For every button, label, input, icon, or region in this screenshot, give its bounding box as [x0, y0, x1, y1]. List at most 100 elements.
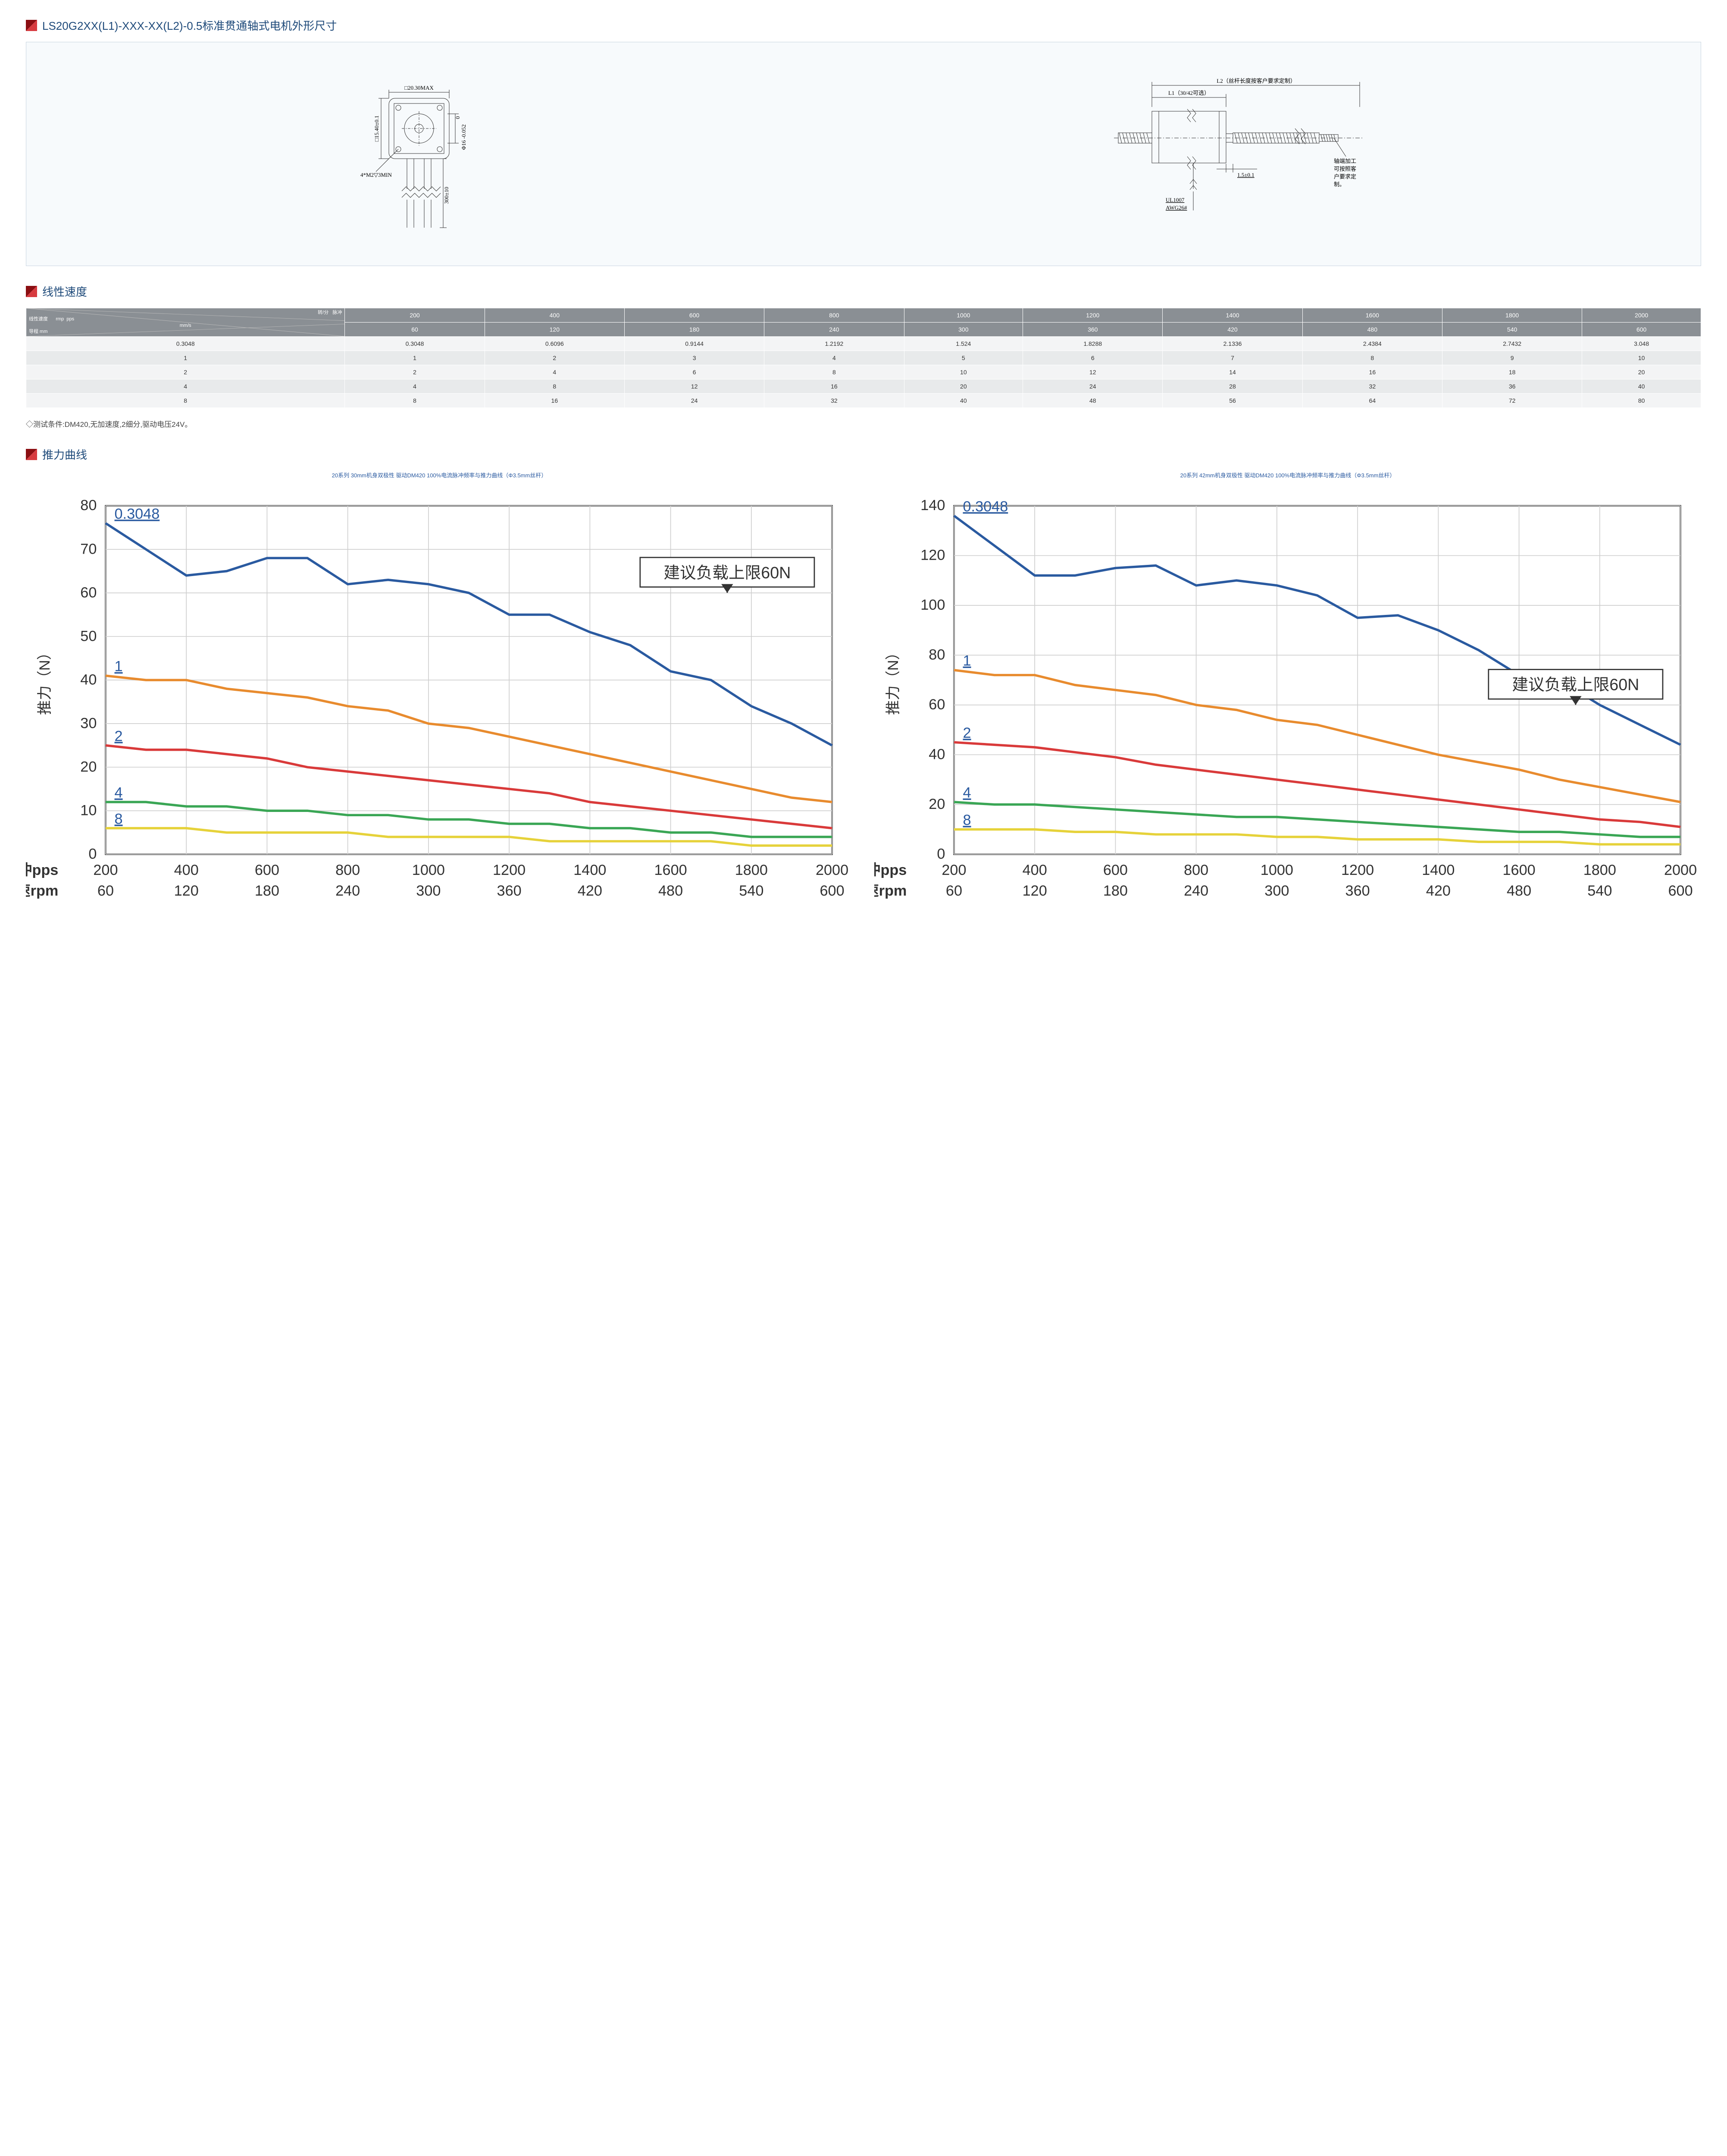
- value-cell: 0.3048: [345, 337, 485, 351]
- value-cell: 10: [904, 365, 1023, 379]
- svg-text:420: 420: [1426, 883, 1451, 899]
- svg-text:2000: 2000: [1664, 862, 1697, 878]
- svg-text:1: 1: [115, 658, 123, 675]
- value-cell: 20: [1582, 365, 1701, 379]
- value-cell: 4: [345, 379, 485, 394]
- dim-gap: 1.5±0.1: [1237, 172, 1255, 178]
- value-cell: 6: [624, 365, 764, 379]
- svg-text:4: 4: [963, 785, 971, 801]
- svg-text:300: 300: [416, 883, 441, 899]
- value-cell: 3.048: [1582, 337, 1701, 351]
- value-cell: 36: [1442, 379, 1582, 394]
- table-body: 0.30480.30480.60960.91441.21921.5241.828…: [26, 337, 1701, 408]
- svg-text:1000: 1000: [412, 862, 445, 878]
- svg-text:2: 2: [115, 728, 123, 744]
- col-pps: 1600: [1302, 308, 1442, 323]
- value-cell: 5: [904, 351, 1023, 365]
- side-note-2: 户要求定: [1334, 173, 1356, 180]
- svg-text:70: 70: [80, 541, 97, 557]
- thrust-charts: 20系列 30mm机身双极性 驱动DM420 100%电流脉冲频率与推力曲线（Φ…: [26, 471, 1701, 931]
- table-row: 22468101214161820: [26, 365, 1701, 379]
- corner-l2a: 线性速度: [29, 317, 48, 322]
- value-cell: 2.4384: [1302, 337, 1442, 351]
- svg-text:480: 480: [1507, 883, 1531, 899]
- dim-wirelen: 300±10: [443, 187, 450, 204]
- svg-text:120: 120: [920, 547, 945, 564]
- wire-awg: AWG26#: [1166, 204, 1187, 211]
- value-cell: 8: [764, 365, 904, 379]
- col-rpm: 120: [485, 323, 624, 337]
- motor-front-view: □20.30MAX □15.40±0.1 0 Φ16 -0.052 4*M2▽3…: [359, 72, 471, 236]
- col-pps: 800: [764, 308, 904, 323]
- svg-text:推力（N）: 推力（N）: [37, 645, 53, 715]
- value-cell: 8: [345, 394, 485, 408]
- svg-text:脉冲pps: 脉冲pps: [874, 862, 907, 878]
- side-note-0: 轴端加工: [1334, 158, 1356, 164]
- section2-title: 线性速度: [42, 283, 87, 299]
- svg-text:360: 360: [497, 883, 522, 899]
- value-cell: 12: [624, 379, 764, 394]
- value-cell: 16: [764, 379, 904, 394]
- section1-title: LS20G2XX(L1)-XXX-XX(L2)-0.5标准贯通轴式电机外形尺寸: [42, 17, 337, 33]
- col-rpm: 360: [1023, 323, 1163, 337]
- svg-text:8: 8: [115, 811, 123, 827]
- value-cell: 9: [1442, 351, 1582, 365]
- value-cell: 40: [1582, 379, 1701, 394]
- svg-text:0.3048: 0.3048: [115, 506, 160, 522]
- test-conditions: ◇测试条件:DM420,无加速度,2细分,驱动电压24V。: [26, 418, 1701, 429]
- svg-text:1600: 1600: [654, 862, 687, 878]
- svg-text:420: 420: [578, 883, 602, 899]
- linear-speed-table: 转/分 脉冲 线性速度 rmp pps mm/s 导程 mm 200400600…: [26, 308, 1701, 408]
- svg-text:1400: 1400: [1422, 862, 1455, 878]
- col-rpm: 180: [624, 323, 764, 337]
- dim-l1: L1（30/42可选）: [1168, 90, 1210, 96]
- svg-text:2: 2: [963, 725, 971, 741]
- svg-text:1000: 1000: [1261, 862, 1293, 878]
- value-cell: 24: [1023, 379, 1163, 394]
- value-cell: 32: [1302, 379, 1442, 394]
- section3-header: 推力曲线: [26, 446, 1701, 462]
- dimension-diagram: □20.30MAX □15.40±0.1 0 Φ16 -0.052 4*M2▽3…: [26, 42, 1701, 266]
- svg-text:180: 180: [1103, 883, 1128, 899]
- svg-text:540: 540: [1587, 883, 1612, 899]
- side-note-1: 可按照客: [1334, 166, 1356, 172]
- svg-text:40: 40: [80, 671, 97, 688]
- svg-text:1400: 1400: [573, 862, 606, 878]
- motor-side-view: L2（丝杆长度按客户要求定制） L1（30/42可选） 1.5±0.1 UL10…: [1110, 72, 1368, 236]
- lead-cell: 8: [26, 394, 345, 408]
- chart-right-title: 20系列 42mm机身双极性 驱动DM420 100%电流脉冲频率与推力曲线（Φ…: [874, 471, 1701, 479]
- dim-top: □20.30MAX: [404, 85, 434, 91]
- corner-l1: 转/分: [318, 310, 329, 315]
- svg-text:1800: 1800: [1583, 862, 1616, 878]
- value-cell: 16: [1302, 365, 1442, 379]
- value-cell: 40: [904, 394, 1023, 408]
- svg-text:60: 60: [929, 696, 945, 713]
- svg-text:0: 0: [937, 846, 945, 862]
- value-cell: 24: [624, 394, 764, 408]
- col-rpm: 240: [764, 323, 904, 337]
- svg-text:转速rpm: 转速rpm: [26, 883, 58, 899]
- value-cell: 28: [1163, 379, 1302, 394]
- svg-text:80: 80: [929, 647, 945, 663]
- svg-text:0: 0: [88, 846, 97, 862]
- table-row: 4481216202428323640: [26, 379, 1701, 394]
- svg-text:1: 1: [963, 653, 971, 669]
- col-pps: 1400: [1163, 308, 1302, 323]
- value-cell: 3: [624, 351, 764, 365]
- svg-text:50: 50: [80, 628, 97, 644]
- table-row: 88162432404856647280: [26, 394, 1701, 408]
- svg-text:360: 360: [1345, 883, 1370, 899]
- svg-text:10: 10: [80, 802, 97, 818]
- side-note-3: 制。: [1334, 181, 1345, 188]
- svg-text:1800: 1800: [735, 862, 768, 878]
- value-cell: 32: [764, 394, 904, 408]
- value-cell: 18: [1442, 365, 1582, 379]
- wire-ul: UL1007: [1166, 197, 1185, 203]
- col-pps: 200: [345, 308, 485, 323]
- value-cell: 6: [1023, 351, 1163, 365]
- value-cell: 64: [1302, 394, 1442, 408]
- chart-left-svg: 0102030405060708020060400120600180800240…: [26, 485, 853, 928]
- lead-cell: 0.3048: [26, 337, 345, 351]
- chart-right-svg: 0204060801001201402006040012060018080024…: [874, 485, 1701, 928]
- svg-text:240: 240: [335, 883, 360, 899]
